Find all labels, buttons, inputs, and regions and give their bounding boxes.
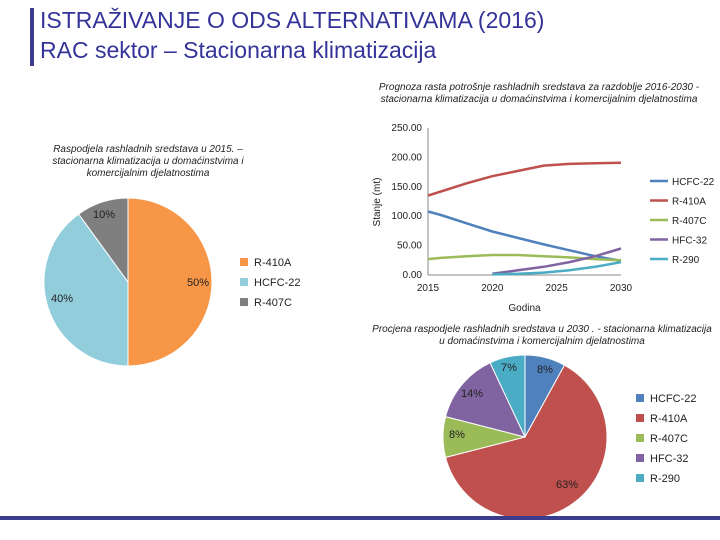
line-chart-title: Prognoza rasta potrošnje rashladnih sred… [378, 82, 700, 105]
pie-2030-legend-label-hfc-32: HFC-32 [650, 453, 689, 465]
pie-2030-legend-label-r-407c: R-407C [650, 433, 688, 445]
pie-2030-legend-label-hcfc-22: HCFC-22 [650, 393, 696, 405]
pie-2015-legend-label-r-410a: R-410A [254, 257, 292, 269]
pie-2015-slice-r-407c [77, 197, 129, 284]
pie-2030-slice-r-290 [489, 354, 526, 438]
pie-2015-data-label-r-407c: 10% [93, 209, 115, 221]
pie-2015-legend-label-r-407c: R-407C [254, 297, 292, 309]
line-series-hcfc-22 [427, 210, 622, 263]
title-accent-bar [30, 8, 34, 66]
pie-2030-title: Procjena raspodjele rashladnih sredstava… [372, 324, 712, 347]
pie-2015-data-label-r-410a: 50% [187, 277, 209, 289]
line-legend-label-hcfc-22: HCFC-22 [672, 177, 715, 188]
line-chart-x-tick-label: 2015 [417, 283, 440, 294]
line-series-r-290 [492, 260, 622, 276]
line-chart-y-axis-label: Stanje (mt) [372, 178, 383, 227]
pie-2030-legend-label-r-290: R-290 [650, 473, 680, 485]
line-legend-label-r-290: R-290 [672, 255, 700, 266]
line-legend-label-r-410a: R-410A [672, 197, 706, 208]
pie-2030-legend-label-r-410a: R-410A [650, 413, 688, 425]
page-title: ISTRAŽIVANJE O ODS ALTERNATIVAMA (2016) [40, 7, 545, 33]
line-chart-x-tick-label: 2020 [481, 283, 504, 294]
line-chart-x-tick-label: 2025 [546, 283, 569, 294]
pie-2030-legend-swatch-r-290 [636, 474, 644, 482]
pie-2030-legend-swatch-hfc-32 [636, 454, 644, 462]
pie-2015-slice-hcfc-22 [43, 213, 129, 367]
pie-2030-legend-swatch-r-410a [636, 414, 644, 422]
pie-2015-title: Raspodjela rashladnih sredstava u 2015. … [52, 144, 244, 179]
footer-bar [0, 516, 720, 520]
pie-2030-legend-swatch-r-407c [636, 434, 644, 442]
pie-2015-legend-swatch-hcfc-22 [240, 278, 248, 286]
pie-2030-data-label-r-407c: 8% [449, 429, 465, 441]
line-chart-x-axis-label: Godina [508, 303, 541, 314]
line-chart-y-tick-label: 0.00 [403, 270, 423, 281]
line-chart-y-tick-label: 200.00 [391, 152, 422, 163]
line-legend-label-r-407c: R-407C [672, 216, 706, 227]
pie-2030-slice-r-410a [444, 364, 608, 520]
pie-2030-data-label-r-410a: 63% [556, 479, 578, 491]
line-chart-y-tick-label: 50.00 [397, 241, 422, 252]
line-chart-y-tick-label: 150.00 [391, 182, 422, 193]
line-chart-x-tick-label: 2030 [610, 283, 633, 294]
pie-2030-data-label-hcfc-22: 8% [537, 364, 553, 376]
pie-2015-legend-label-hcfc-22: HCFC-22 [254, 277, 300, 289]
pie-2030-data-label-hfc-32: 14% [461, 388, 483, 400]
line-series-hfc-32 [492, 247, 622, 276]
page-subtitle: RAC sektor – Stacionarna klimatizacija [40, 37, 437, 63]
line-chart-y-tick-label: 250.00 [391, 123, 422, 134]
pie-2015-legend-swatch-r-407c [240, 298, 248, 306]
line-series-r-410a [427, 161, 622, 197]
line-chart-y-tick-label: 100.00 [391, 211, 422, 222]
pie-2015-legend-swatch-r-410a [240, 258, 248, 266]
line-legend-label-hfc-32: HFC-32 [672, 236, 707, 247]
pie-2030-legend-swatch-hcfc-22 [636, 394, 644, 402]
pie-2015-slice-r-410a [127, 197, 213, 367]
pie-2030-data-label-r-290: 7% [501, 362, 517, 374]
pie-2030-slice-hfc-32 [444, 362, 526, 438]
pie-2015-data-label-hcfc-22: 40% [51, 293, 73, 305]
